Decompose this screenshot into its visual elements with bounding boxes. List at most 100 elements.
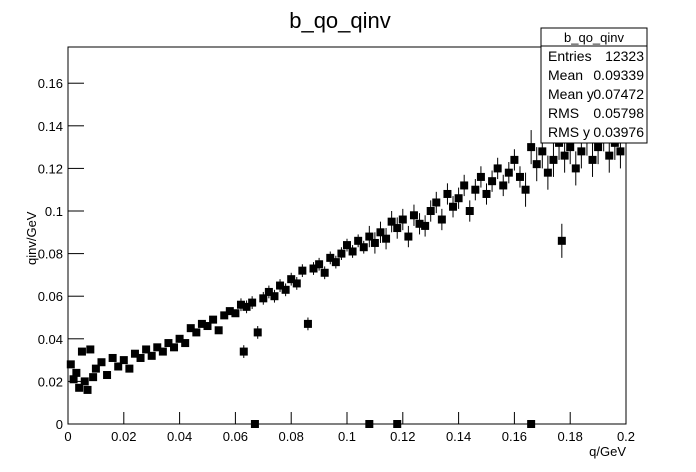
point — [426, 207, 435, 216]
point — [331, 258, 340, 267]
point — [214, 326, 223, 335]
point — [69, 375, 78, 384]
point — [449, 202, 458, 211]
x-tick-label: 0.06 — [223, 429, 248, 444]
point — [510, 155, 519, 164]
y-tick-label: 0.04 — [38, 332, 63, 347]
point — [326, 253, 335, 262]
point — [343, 241, 351, 250]
point — [119, 356, 128, 365]
x-tick-label: 0.16 — [502, 429, 527, 444]
point — [303, 319, 312, 328]
point — [398, 215, 407, 224]
x-tick-label: 0.1 — [338, 429, 356, 444]
point — [181, 339, 190, 348]
point — [192, 328, 201, 337]
point — [287, 275, 296, 284]
point — [103, 371, 112, 380]
stats-value: 0.09339 — [593, 67, 644, 83]
point — [365, 420, 374, 428]
point — [250, 420, 259, 428]
point — [86, 345, 95, 354]
point — [125, 364, 134, 373]
point — [493, 164, 502, 173]
y-tick-label: 0.12 — [38, 161, 63, 176]
x-tick-label: 0.02 — [111, 429, 136, 444]
point — [393, 224, 402, 233]
point — [80, 377, 89, 386]
point — [72, 368, 81, 377]
point — [236, 300, 245, 309]
point — [454, 194, 463, 203]
point — [432, 198, 441, 207]
stats-value: 0.03976 — [593, 124, 644, 140]
point — [527, 420, 536, 428]
point — [557, 236, 566, 245]
point — [175, 334, 184, 343]
x-tick-label: 0.18 — [558, 429, 583, 444]
stats-label: Entries — [548, 48, 592, 64]
point — [153, 343, 162, 352]
x-tick-label: 0 — [64, 429, 71, 444]
point — [393, 420, 402, 428]
point — [370, 238, 379, 247]
y-tick-label: 0.1 — [45, 204, 63, 219]
point — [376, 228, 385, 237]
stats-label: RMS — [548, 105, 579, 121]
point — [577, 147, 586, 156]
point — [460, 181, 469, 190]
y-tick-label: 0.02 — [38, 374, 63, 389]
point — [292, 279, 301, 288]
point — [186, 324, 195, 333]
point — [259, 294, 268, 303]
y-tick-label: 0.16 — [38, 76, 63, 91]
point — [382, 234, 391, 243]
point — [348, 247, 357, 256]
point — [248, 298, 257, 307]
point — [532, 160, 541, 169]
point — [309, 264, 318, 273]
point — [616, 147, 625, 156]
point — [197, 319, 206, 328]
point — [66, 360, 75, 369]
point — [488, 177, 497, 186]
point — [170, 343, 179, 352]
point — [504, 168, 513, 177]
point — [605, 151, 614, 160]
y-tick-label: 0.06 — [38, 289, 63, 304]
point — [136, 353, 145, 362]
point — [387, 217, 396, 226]
point — [437, 215, 446, 224]
stats-title: b_qo_qinv — [564, 30, 624, 45]
x-tick-label: 0.04 — [167, 429, 192, 444]
point — [443, 189, 452, 198]
stats-box — [540, 27, 648, 144]
point — [549, 155, 558, 164]
point — [415, 219, 424, 228]
stats-value: 0.07472 — [593, 86, 644, 102]
point — [158, 347, 167, 356]
point — [538, 147, 547, 156]
point — [571, 164, 580, 173]
point — [543, 168, 552, 177]
point — [253, 328, 262, 337]
y-tick-label: 0 — [56, 417, 63, 432]
stats-label: Mean — [548, 67, 583, 83]
x-axis-label: q/GeV — [589, 444, 626, 459]
y-tick-label: 0.14 — [38, 119, 63, 134]
point — [588, 155, 597, 164]
point — [337, 249, 346, 258]
x-tick-label: 0.2 — [617, 429, 635, 444]
point — [75, 383, 84, 392]
point — [231, 309, 240, 318]
point — [225, 307, 234, 316]
point — [527, 143, 536, 152]
point — [409, 211, 418, 220]
point — [281, 285, 290, 294]
x-tick-label: 0.08 — [279, 429, 304, 444]
point — [83, 385, 92, 394]
point — [270, 292, 279, 301]
point — [276, 281, 285, 290]
point — [476, 172, 485, 181]
point — [560, 151, 569, 160]
